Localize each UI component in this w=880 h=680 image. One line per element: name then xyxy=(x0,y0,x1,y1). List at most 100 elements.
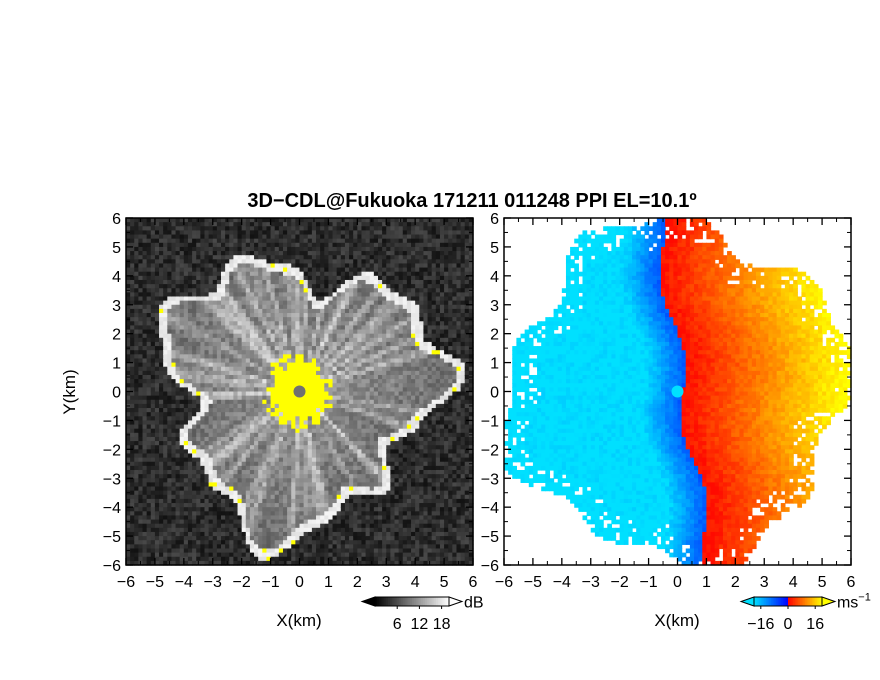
reflectivity-cell xyxy=(316,288,321,293)
reflectivity-cell xyxy=(146,544,152,550)
reflectivity-cell xyxy=(291,531,296,537)
reflectivity-cell xyxy=(299,424,305,430)
reflectivity-cell xyxy=(216,246,222,252)
reflectivity-cell xyxy=(320,304,325,310)
reflectivity-cell xyxy=(229,300,234,306)
reflectivity-cell xyxy=(187,321,193,326)
reflectivity-cell xyxy=(216,358,222,364)
reflectivity-cell xyxy=(225,391,230,397)
reflectivity-cell xyxy=(204,482,210,488)
reflectivity-cell xyxy=(216,226,222,231)
reflectivity-cell xyxy=(332,391,338,397)
reflectivity-cell xyxy=(138,354,144,360)
reflectivity-cell xyxy=(138,337,144,343)
reflectivity-cell xyxy=(142,544,148,550)
reflectivity-cell xyxy=(340,308,346,314)
reflectivity-cell xyxy=(303,469,309,475)
reflectivity-cell xyxy=(344,395,350,401)
reflectivity-cell xyxy=(316,255,321,260)
reflectivity-cell xyxy=(245,242,251,248)
reflectivity-cell xyxy=(316,383,321,388)
reflectivity-cell xyxy=(316,379,321,384)
reflectivity-cell xyxy=(336,242,342,248)
reflectivity-cell xyxy=(175,432,181,438)
reflectivity-cell xyxy=(196,461,201,467)
reflectivity-cell xyxy=(282,490,288,496)
reflectivity-cell xyxy=(212,288,218,293)
reflectivity-cell xyxy=(183,321,189,326)
reflectivity-cell xyxy=(316,424,321,430)
reflectivity-cell xyxy=(171,474,177,479)
reflectivity-cell xyxy=(332,238,338,244)
reflectivity-cell xyxy=(245,391,251,397)
reflectivity-cell xyxy=(361,399,367,405)
reflectivity-cell xyxy=(225,408,230,413)
reflectivity-cell xyxy=(233,341,239,347)
reflectivity-cell xyxy=(150,279,156,285)
reflectivity-cell xyxy=(357,358,363,364)
reflectivity-cell xyxy=(287,292,292,298)
reflectivity-cell xyxy=(349,358,354,364)
reflectivity-cell xyxy=(130,420,135,426)
reflectivity-cell xyxy=(303,424,309,430)
reflectivity-cell xyxy=(303,279,309,285)
reflectivity-cell xyxy=(237,350,243,355)
reflectivity-cell xyxy=(340,383,346,388)
reflectivity-cell xyxy=(344,432,350,438)
reflectivity-cell xyxy=(295,474,301,479)
reflectivity-cell xyxy=(204,358,210,364)
reflectivity-cell xyxy=(320,292,325,298)
reflectivity-cell xyxy=(163,486,168,492)
reflectivity-cell xyxy=(225,519,230,525)
reflectivity-cell xyxy=(159,218,164,223)
reflectivity-cell xyxy=(134,474,139,479)
reflectivity-cell xyxy=(208,503,214,508)
reflectivity-cell xyxy=(258,366,263,372)
reflectivity-cell xyxy=(299,246,305,252)
reflectivity-cell xyxy=(349,292,354,298)
reflectivity-cell xyxy=(324,416,330,422)
reflectivity-cell xyxy=(262,482,268,488)
reflectivity-cell xyxy=(258,449,263,455)
reflectivity-cell xyxy=(328,465,334,471)
reflectivity-cell xyxy=(324,478,330,483)
reflectivity-cell xyxy=(266,395,272,401)
reflectivity-cell xyxy=(307,267,313,273)
reflectivity-cell xyxy=(303,445,309,450)
reflectivity-cell xyxy=(196,515,201,521)
reflectivity-cell xyxy=(270,284,276,289)
reflectivity-cell xyxy=(187,288,193,293)
reflectivity-cell xyxy=(142,436,148,442)
reflectivity-cell xyxy=(287,478,292,483)
reflectivity-cell xyxy=(167,548,173,554)
reflectivity-cell xyxy=(295,284,301,289)
reflectivity-cell xyxy=(138,279,144,285)
reflectivity-cell xyxy=(208,474,214,479)
reflectivity-cell xyxy=(299,379,305,384)
reflectivity-cell xyxy=(233,321,239,326)
reflectivity-cell xyxy=(237,511,243,517)
reflectivity-cell xyxy=(192,515,197,521)
reflectivity-cell xyxy=(266,560,272,566)
reflectivity-cell xyxy=(225,416,230,422)
reflectivity-cell xyxy=(357,412,363,417)
reflectivity-cell xyxy=(344,308,350,314)
reflectivity-cell xyxy=(336,259,342,265)
reflectivity-cell xyxy=(216,503,222,508)
reflectivity-cell xyxy=(287,329,292,335)
reflectivity-cell xyxy=(212,465,218,471)
reflectivity-cell xyxy=(212,251,218,256)
reflectivity-cell xyxy=(349,263,354,269)
reflectivity-cell xyxy=(138,416,144,422)
reflectivity-cell xyxy=(353,275,358,281)
reflectivity-cell xyxy=(324,511,330,517)
reflectivity-cell xyxy=(357,263,363,269)
reflectivity-cell xyxy=(365,358,371,364)
reflectivity-cell xyxy=(365,284,371,289)
reflectivity-cell xyxy=(196,234,201,240)
reflectivity-cell xyxy=(126,271,131,277)
reflectivity-cell xyxy=(316,263,321,269)
reflectivity-cell xyxy=(163,395,168,401)
reflectivity-cell xyxy=(266,304,272,310)
reflectivity-cell xyxy=(353,511,358,517)
